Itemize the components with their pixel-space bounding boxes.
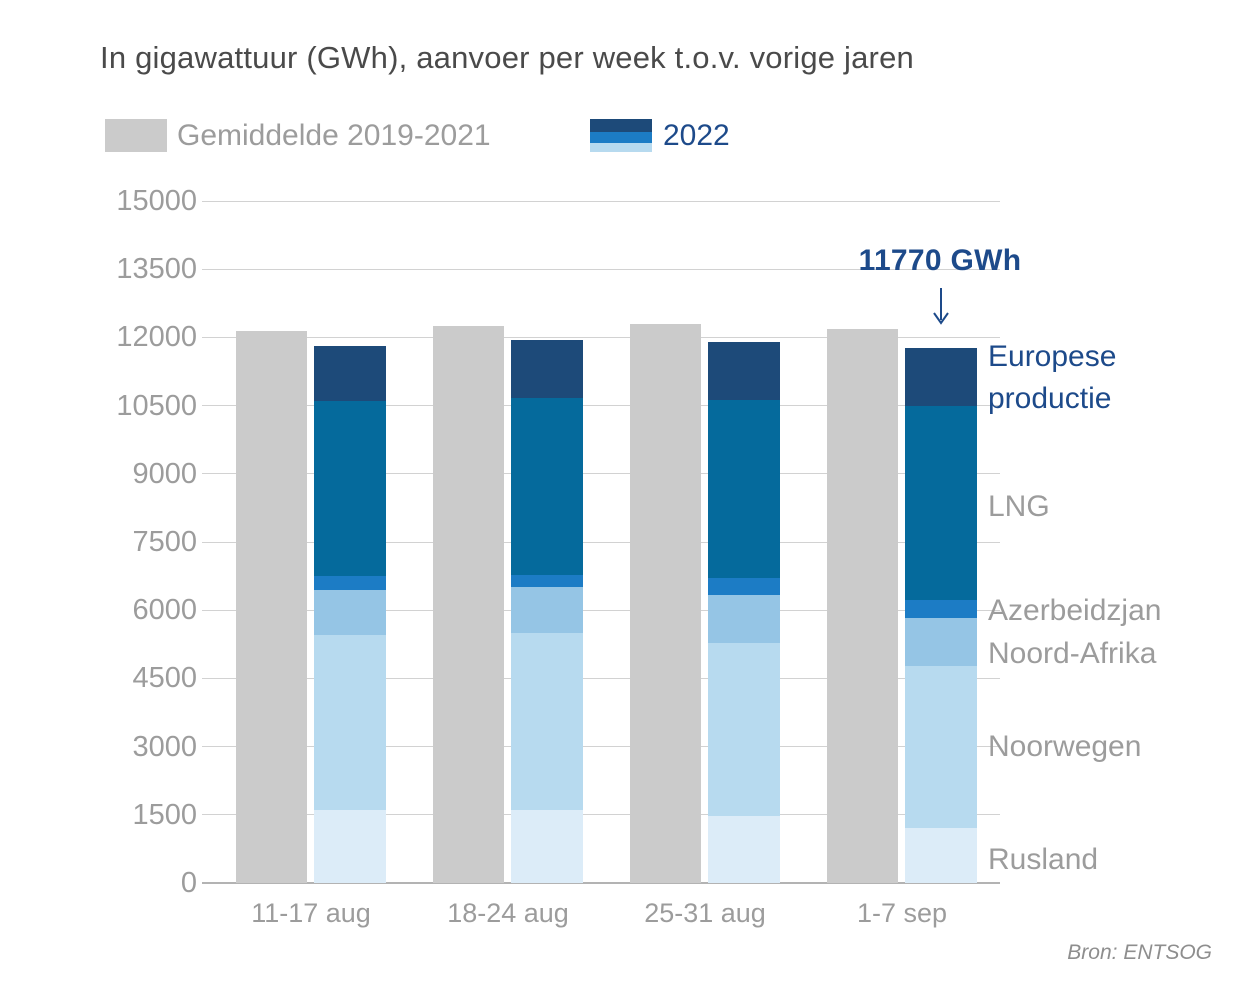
grid-line-3000	[202, 746, 1000, 748]
y-tick-label: 0	[180, 867, 197, 899]
legend-swatch-2022-blue	[590, 132, 652, 143]
bar-average	[236, 331, 307, 883]
grid-line-7500	[202, 541, 1000, 543]
segment-label-rusland: Rusland	[988, 843, 1099, 876]
grid-line-4500	[202, 677, 1000, 679]
bar-segment-europese-productie	[511, 339, 583, 399]
annotation-arrow-icon	[933, 288, 949, 325]
y-tick-label: 13500	[116, 253, 197, 286]
legend-label-2022: 2022	[663, 119, 730, 152]
source-credit: Bron: ENTSOG	[1067, 941, 1212, 964]
y-tick-label: 6000	[132, 594, 197, 627]
bar-segment-noorwegen	[511, 633, 583, 811]
bar-segment-noord-afrika	[511, 586, 583, 634]
bar-segment-lng	[511, 398, 583, 575]
chart-title: In gigawattuur (GWh), aanvoer per week t…	[100, 40, 914, 75]
grid-line-15000	[202, 200, 1000, 202]
bar-segment-europese-productie	[708, 342, 780, 400]
bar-segment-rusland	[708, 815, 780, 883]
bar-average	[630, 324, 701, 883]
y-tick-label: 15000	[116, 185, 197, 217]
legend-swatch-2022-navy	[590, 119, 652, 132]
y-tick-label: 7500	[132, 526, 197, 558]
bar-segment-noord-afrika	[314, 590, 386, 636]
bar-segment-noorwegen	[314, 635, 386, 810]
bar-segment-europese-productie	[314, 345, 386, 402]
grid-line-1500	[202, 814, 1000, 816]
grid-line-13500	[202, 268, 1000, 270]
bar-segment-noorwegen	[708, 642, 780, 816]
segment-label-noorwegen: Noorwegen	[988, 730, 1142, 763]
bar-segment-europese-productie	[905, 347, 977, 406]
grid-line-12000	[202, 336, 1000, 338]
segment-label-europese-productie: Europese productie	[988, 340, 1117, 415]
grid-line-10500	[202, 405, 1000, 407]
y-tick-label: 9000	[132, 457, 197, 490]
bar-average	[827, 329, 898, 883]
grid-line-9000	[202, 473, 1000, 475]
y-tick-label: 1500	[132, 798, 197, 831]
bar-segment-lng	[314, 401, 386, 577]
bar-segment-rusland	[314, 809, 386, 883]
bar-average	[433, 326, 504, 883]
x-tick-label: 1-7 sep	[856, 898, 948, 928]
bar-segment-noord-afrika	[708, 595, 780, 643]
bar-segment-noorwegen	[905, 666, 977, 828]
bar-segment-lng	[905, 405, 977, 601]
x-tick-label: 11-17 aug	[251, 898, 371, 928]
segment-label-azerbeidzjan: Azerbeidzjan	[988, 594, 1162, 627]
y-tick-label: 12000	[116, 321, 197, 354]
legend-swatch-average	[105, 119, 167, 152]
grid-line-6000	[202, 609, 1000, 611]
y-tick-label: 4500	[132, 662, 197, 695]
bar-segment-azerbeidzjan	[905, 600, 977, 618]
bar-segment-azerbeidzjan	[511, 574, 583, 587]
legend-swatch-2022	[590, 119, 652, 152]
bar-segment-noord-afrika	[905, 617, 977, 667]
bar-segment-azerbeidzjan	[314, 576, 386, 591]
segment-label-lng: LNG	[988, 490, 1050, 523]
annotation-value: 11770 GWh	[858, 244, 1022, 277]
y-tick-label: 3000	[132, 730, 197, 763]
legend-label-average: Gemiddelde 2019-2021	[177, 119, 491, 152]
bar-segment-rusland	[905, 827, 977, 883]
y-tick-label: 10500	[116, 389, 197, 422]
legend-swatch-2022-lightblue	[590, 143, 652, 152]
x-tick-label: 18-24 aug	[447, 898, 569, 928]
bar-segment-rusland	[511, 810, 583, 883]
x-tick-label: 25-31 aug	[644, 898, 766, 928]
grid-line-0	[202, 882, 1000, 884]
bar-segment-lng	[708, 399, 780, 579]
bar-segment-azerbeidzjan	[708, 578, 780, 596]
segment-label-noord-afrika: Noord-Afrika	[988, 637, 1157, 670]
